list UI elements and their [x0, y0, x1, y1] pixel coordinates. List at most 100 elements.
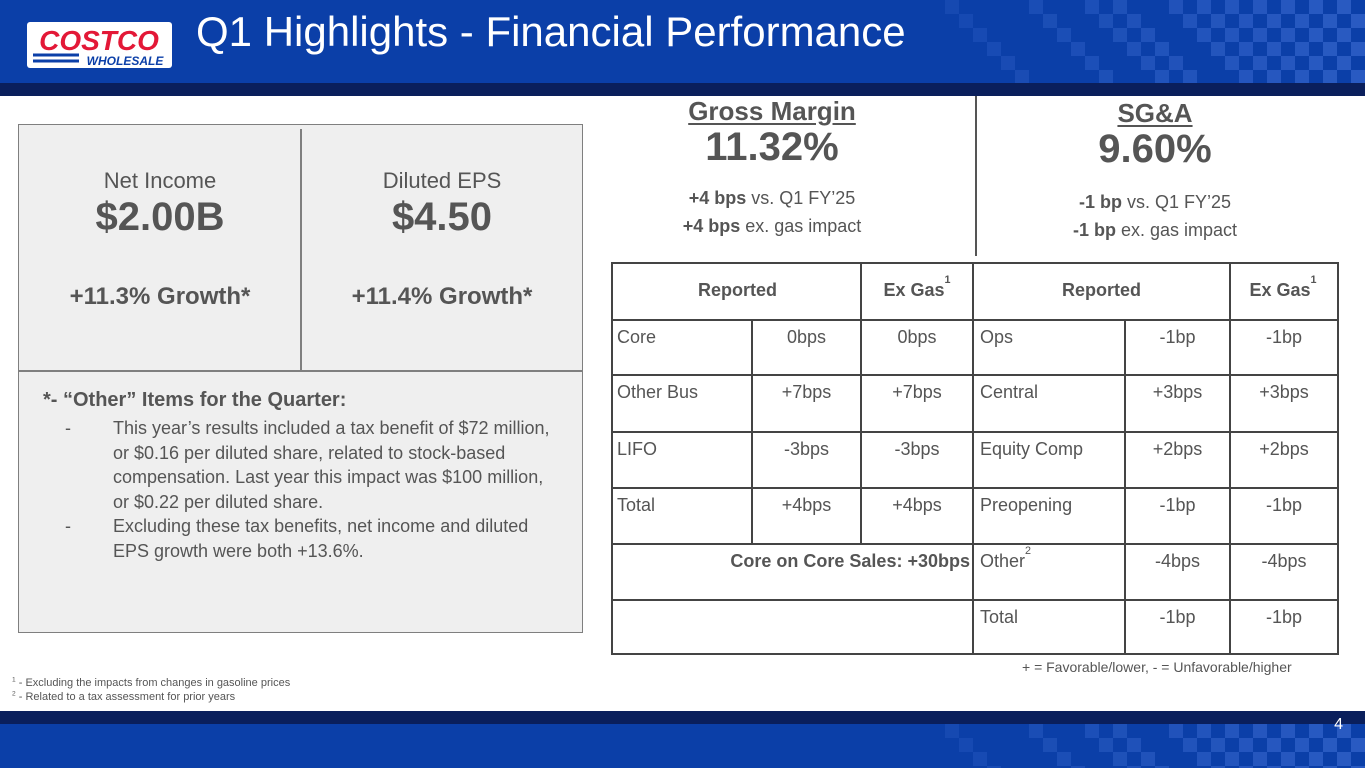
pattern-square [1309, 0, 1323, 14]
sga-row-label: Preopening [980, 495, 1073, 515]
note-dash: - [65, 418, 71, 438]
pattern-square [1113, 724, 1127, 738]
pattern-square [1183, 14, 1197, 28]
pattern-square [1239, 42, 1253, 56]
pattern-square [1281, 724, 1295, 738]
pattern-square [1113, 28, 1127, 42]
pattern-square [1281, 0, 1295, 14]
pattern-square [1197, 724, 1211, 738]
sga-row-exgas: +3bps [1259, 382, 1309, 402]
table-rule [613, 374, 1337, 376]
margin-breakdown-table: Reported Ex Gas 1 Reported Ex Gas 1 Core 0… [611, 262, 1339, 655]
pattern-square [1351, 738, 1365, 752]
pattern-square [1309, 724, 1323, 738]
gross-margin-summary: Gross Margin 11.32% +4 bps vs. Q1 FY’25 … [612, 96, 932, 240]
gm-row-exgas: 0bps [897, 327, 937, 347]
header-divider [0, 83, 1365, 96]
summary-separator [975, 96, 977, 256]
pattern-square [973, 28, 987, 42]
pattern-square [1225, 0, 1239, 14]
sga-ex-gas: -1 bp ex. gas impact [1072, 220, 1238, 240]
sga-summary: SG&A 9.60% -1 bp vs. Q1 FY’25 -1 bp ex. … [990, 98, 1320, 244]
other-items-notes: *- “Other” Items for the Quarter: - This… [43, 389, 563, 563]
pattern-square [1197, 752, 1211, 766]
pattern-square [1295, 42, 1309, 56]
pattern-square [945, 724, 959, 738]
gm-row-reported: 0bps [786, 327, 827, 347]
pattern-square [1281, 752, 1295, 766]
pattern-square [1239, 766, 1253, 768]
pattern-square [1337, 0, 1351, 14]
pattern-square [1253, 0, 1267, 14]
pattern-square [1253, 752, 1267, 766]
table-rule [613, 543, 1337, 545]
gross-margin-vs-prior: +4 bps vs. Q1 FY’25 [688, 188, 856, 208]
pattern-square [973, 752, 987, 766]
diluted-eps-metric: Diluted EPS $4.50 +11.4% Growth* [301, 125, 583, 370]
gm-row-reported: +7bps [781, 382, 832, 402]
pattern-square [1295, 70, 1309, 83]
pattern-square [1337, 56, 1351, 70]
pattern-square [1351, 70, 1365, 83]
footnote: 1 - Excluding the impacts from changes i… [12, 676, 291, 689]
note-item: - Excluding these tax benefits, net inco… [43, 514, 563, 563]
gm-row-exgas: +7bps [892, 382, 942, 402]
pattern-square [1029, 0, 1043, 14]
sga-row-label: Equity Comp [980, 439, 1084, 459]
pattern-square [1071, 766, 1085, 768]
gm-row-exgas: +4bps [892, 495, 942, 515]
net-income-growth: +11.3% Growth* [69, 283, 251, 310]
pattern-square [1169, 0, 1183, 14]
pattern-square [1127, 14, 1141, 28]
pattern-square [1309, 752, 1323, 766]
pattern-square [1043, 738, 1057, 752]
pattern-square [1225, 56, 1239, 70]
pattern-square [1211, 738, 1225, 752]
pattern-square [1113, 0, 1127, 14]
pattern-square [1085, 56, 1099, 70]
sga-row-reported: +3bps [1152, 382, 1203, 402]
pattern-square [1323, 14, 1337, 28]
pattern-square [1253, 28, 1267, 42]
sga-row-label: Other 2 [980, 545, 1032, 571]
footer-bar [0, 724, 1365, 768]
sga-value: 9.60% [1098, 127, 1212, 171]
note-dash: - [65, 516, 71, 536]
pattern-square [1351, 766, 1365, 768]
pattern-square [1295, 766, 1309, 768]
sga-exgas-header: Ex Gas 1 [1249, 274, 1317, 300]
logo-top-text: COSTCO [39, 25, 159, 56]
pattern-square [1169, 56, 1183, 70]
logo-bottom-text: WHOLESALE [87, 54, 165, 68]
note-item: - This year’s results included a tax ben… [43, 416, 563, 514]
pattern-square [1239, 14, 1253, 28]
table-rule [972, 264, 974, 653]
sga-reported-header: Reported [1061, 280, 1141, 300]
panel-divider [19, 370, 582, 372]
pattern-square [1127, 42, 1141, 56]
pattern-square [1267, 70, 1281, 83]
pattern-square [1029, 724, 1043, 738]
footer-divider [0, 711, 1365, 724]
gross-margin-value: 11.32% [705, 125, 839, 169]
pattern-square [987, 42, 1001, 56]
pattern-square [1155, 70, 1169, 83]
note-text: Excluding these tax benefits, net income… [113, 516, 529, 561]
net-income-metric: Net Income $2.00B +11.3% Growth* [19, 125, 301, 370]
pattern-square [1183, 738, 1197, 752]
pattern-square [1211, 766, 1225, 768]
gross-margin-ex-gas: +4 bps ex. gas impact [682, 216, 862, 236]
pattern-square [1071, 42, 1085, 56]
pattern-square [1267, 42, 1281, 56]
page-title: Q1 Highlights - Financial Performance [196, 8, 906, 55]
table-rule [613, 487, 1337, 489]
sga-row-exgas: -1bp [1265, 607, 1303, 627]
pattern-square [1141, 752, 1155, 766]
gm-row-reported: -3bps [783, 439, 830, 459]
pattern-square [1295, 738, 1309, 752]
footer-pattern [945, 724, 1365, 768]
gm-reported-header: Reported [697, 280, 777, 300]
sga-row-exgas: -1bp [1265, 327, 1303, 347]
pattern-square [1169, 724, 1183, 738]
pattern-square [1225, 724, 1239, 738]
